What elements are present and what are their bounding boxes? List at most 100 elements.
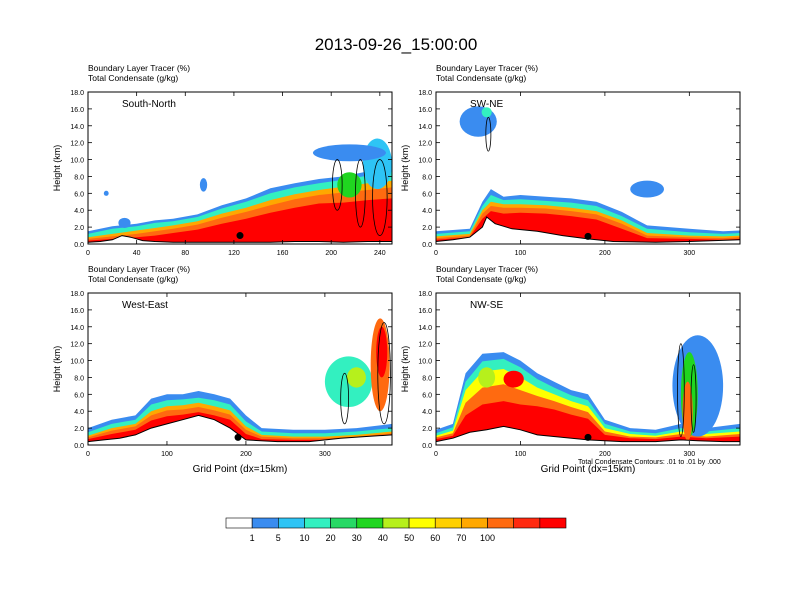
condensate-contour-1 <box>690 364 697 433</box>
x-tick-label: 40 <box>133 250 141 257</box>
y-tick-label: 12.0 <box>418 342 432 349</box>
tracer-cell-2 <box>312 144 386 162</box>
panel-title-line-2: Total Condensate (g/kg) <box>88 274 178 284</box>
tracer-cell-1 <box>346 367 366 388</box>
panel-title-line-2: Total Condensate (g/kg) <box>436 73 526 83</box>
y-tick-label: 14.0 <box>418 124 432 131</box>
y-tick-label: 0.0 <box>74 443 84 450</box>
colorbar-swatch <box>434 517 462 529</box>
plot-frame <box>87 91 393 245</box>
plot-area <box>436 92 740 244</box>
colorbar-label: 5 <box>276 533 281 543</box>
y-tick-label: 4.0 <box>74 208 84 215</box>
x-tick-label: 100 <box>515 451 527 458</box>
plume-level-100 <box>88 198 392 244</box>
y-tick-label: 16.0 <box>418 107 432 114</box>
tracer-cell-5 <box>103 190 109 196</box>
panel-title-line-1: Boundary Layer Tracer (%) <box>88 63 190 73</box>
condensate-contour-0 <box>677 343 685 437</box>
contour-footnote: Total Condensate Contours: .01 to .01 by… <box>578 459 721 466</box>
tracer-cell-1 <box>478 367 496 388</box>
x-tick-label: 200 <box>240 451 252 458</box>
colorbar-swatch <box>278 517 305 529</box>
colorbar-swatch <box>408 517 436 529</box>
x-tick-label: 300 <box>319 451 331 458</box>
y-tick-label: 12.0 <box>70 141 84 148</box>
y-tick-label: 10.0 <box>70 359 84 366</box>
cross-section-label: South-North <box>122 99 176 110</box>
y-tick-label: 16.0 <box>70 308 84 315</box>
panel-nw-se: 0.0 2.0 4.0 6.0 8.0 10.0 12.0 14.0 16.0 18.0 0 100 2… <box>400 264 741 475</box>
colorbar-swatch <box>330 517 358 529</box>
location-marker <box>584 433 592 441</box>
y-tick-label: 6.0 <box>74 392 84 399</box>
plot-frame <box>435 292 741 446</box>
x-tick-label: 160 <box>277 250 289 257</box>
y-tick-label: 14.0 <box>418 325 432 332</box>
y-axis-label: Height (km) <box>400 145 410 192</box>
y-tick-label: 8.0 <box>74 375 84 382</box>
colorbar-label: 40 <box>378 533 388 543</box>
x-axis-label: Grid Point (dx=15km) <box>193 464 288 475</box>
y-axis-label: Height (km) <box>400 346 410 393</box>
y-tick-label: 4.0 <box>74 409 84 416</box>
x-tick-label: 120 <box>228 250 240 257</box>
y-tick-label: 10.0 <box>70 158 84 165</box>
colorbar-label: 30 <box>352 533 362 543</box>
y-axis-label: Height (km) <box>52 346 62 393</box>
terrain-line <box>436 425 740 443</box>
colorbar-swatch <box>461 517 488 529</box>
colorbar: 1 5 10 20 30 40 50 60 70 100 <box>225 517 567 543</box>
y-tick-label: 4.0 <box>422 208 432 215</box>
colorbar-swatch <box>251 517 279 529</box>
plot-frame <box>435 91 741 245</box>
y-tick-label: 18.0 <box>418 291 432 298</box>
y-tick-label: 18.0 <box>70 90 84 97</box>
y-axis-label: Height (km) <box>52 145 62 192</box>
colorbar-label: 20 <box>326 533 336 543</box>
y-tick-label: 16.0 <box>70 107 84 114</box>
tracer-cell-0 <box>503 370 524 388</box>
colorbar-swatch <box>304 517 331 529</box>
y-tick-label: 2.0 <box>74 426 84 433</box>
x-tick-label: 200 <box>325 250 337 257</box>
condensate-contour-0 <box>332 159 343 211</box>
condensate-contour-1 <box>377 322 391 425</box>
x-tick-label: 0 <box>86 451 90 458</box>
y-tick-label: 6.0 <box>422 392 432 399</box>
y-tick-label: 2.0 <box>74 225 84 232</box>
y-tick-label: 0.0 <box>74 242 84 249</box>
colorbar-swatch <box>513 517 541 529</box>
panel-west-east: 0.0 2.0 4.0 6.0 8.0 10.0 12.0 14.0 16.0 18.0 0 100 2… <box>52 264 393 475</box>
condensate-contour-2 <box>372 159 388 236</box>
cross-section-label: West-East <box>122 300 168 311</box>
colorbar-swatch <box>382 517 410 529</box>
colorbar-swatch <box>225 517 253 529</box>
terrain-fill <box>88 415 392 445</box>
x-tick-label: 300 <box>683 250 695 257</box>
tracer-cell-0 <box>337 172 362 198</box>
y-tick-label: 18.0 <box>418 90 432 97</box>
location-marker <box>236 232 244 240</box>
terrain-fill <box>436 217 740 244</box>
colorbar-swatch <box>487 517 514 529</box>
panel-title-line-1: Boundary Layer Tracer (%) <box>88 264 190 274</box>
x-tick-label: 0 <box>434 250 438 257</box>
y-tick-label: 16.0 <box>418 308 432 315</box>
x-tick-label: 0 <box>86 250 90 257</box>
colorbar-swatch <box>539 517 567 529</box>
y-tick-label: 8.0 <box>422 174 432 181</box>
colorbar-label: 60 <box>430 533 440 543</box>
tracer-cell-1 <box>481 107 492 118</box>
panel-title-line-1: Boundary Layer Tracer (%) <box>436 63 538 73</box>
cross-section-label: NW-SE <box>470 300 503 311</box>
tracer-cell-2 <box>630 180 664 198</box>
y-tick-label: 2.0 <box>422 426 432 433</box>
cross-section-label: SW-NE <box>470 99 503 110</box>
condensate-contour-0 <box>340 372 349 425</box>
tracer-cell-4 <box>682 381 693 441</box>
terrain-line <box>436 216 740 243</box>
colorbar-label: 50 <box>404 533 414 543</box>
colorbar-label: 100 <box>480 533 495 543</box>
figure-title: 2013-09-26_15:00:00 <box>315 35 478 54</box>
